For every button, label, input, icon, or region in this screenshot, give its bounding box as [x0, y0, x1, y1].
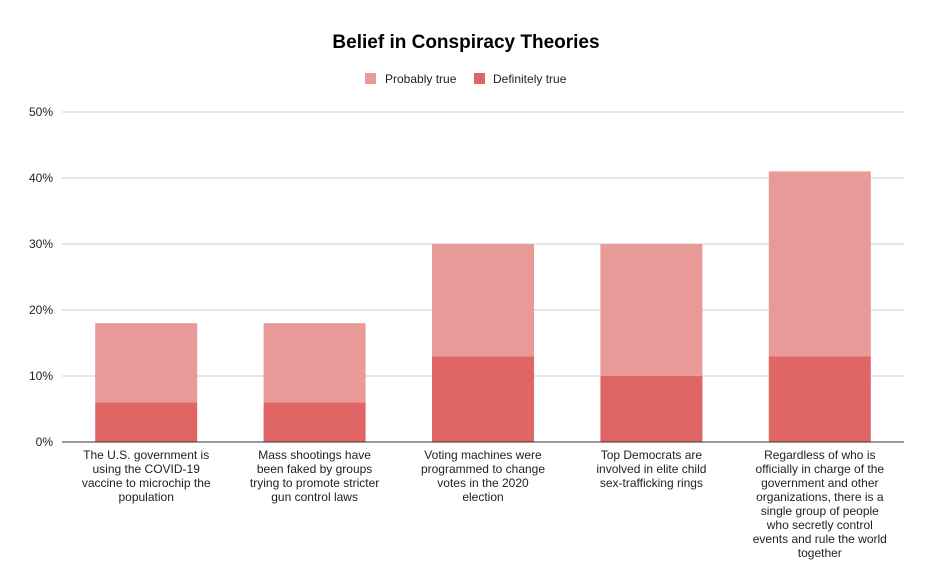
- y-tick-label: 0%: [36, 435, 54, 449]
- x-category-label: Top Democrats are involved in elite chil…: [596, 448, 707, 490]
- bar-segment-probably: [768, 171, 871, 357]
- chart-title: Belief in Conspiracy Theories: [332, 32, 599, 53]
- x-category-label: Voting machines were programmed to chang…: [420, 448, 546, 504]
- bar-segment-probably: [263, 323, 366, 403]
- bar-segment-probably: [600, 244, 703, 376]
- x-category-label: The U.S. government is using the COVID-1…: [81, 448, 211, 504]
- bar-segment-definitely: [263, 402, 366, 442]
- legend: Probably true Definitely true: [365, 72, 567, 86]
- bars: [95, 171, 871, 442]
- y-tick-label: 30%: [29, 237, 53, 251]
- legend-swatch-definitely: [474, 73, 485, 84]
- y-tick-label: 10%: [29, 369, 53, 383]
- bar-segment-definitely: [768, 356, 871, 442]
- bar-segment-probably: [432, 244, 534, 357]
- bar-segment-probably: [95, 323, 198, 403]
- legend-label-definitely: Definitely true: [493, 72, 567, 86]
- y-axis-ticks: 0% 10% 20% 30% 40% 50%: [29, 105, 53, 449]
- legend-swatch-probably: [365, 73, 376, 84]
- x-category-label: Mass shootings have been faked by groups…: [249, 448, 380, 504]
- bar-segment-definitely: [432, 356, 534, 442]
- bar-segment-definitely: [600, 376, 703, 442]
- y-tick-label: 20%: [29, 303, 53, 317]
- y-tick-label: 50%: [29, 105, 53, 119]
- legend-label-probably: Probably true: [385, 72, 457, 86]
- y-tick-label: 40%: [29, 171, 53, 185]
- bar-segment-definitely: [95, 402, 198, 442]
- x-category-label: Regardless of who is officially in charg…: [752, 448, 887, 560]
